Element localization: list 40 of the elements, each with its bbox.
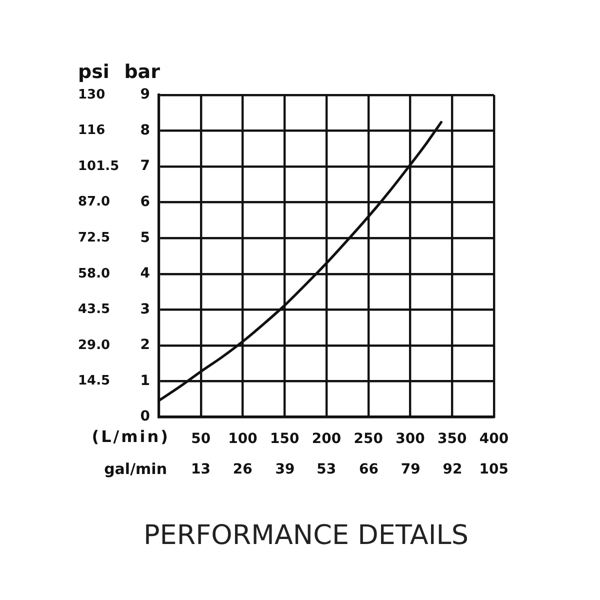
x-tick-label: 400 [479, 431, 509, 448]
y2-tick-label: 72.5 [78, 230, 110, 246]
x2-axis-title: gal/min [104, 460, 167, 478]
x2-tick-label: 79 [400, 462, 420, 478]
x-tick-label: 200 [312, 431, 342, 448]
y-tick-label: 8 [140, 122, 150, 138]
y2-axis-title: psi [78, 60, 110, 83]
x2-tick-label: 66 [359, 462, 378, 478]
y-tick-label: 0 [140, 408, 150, 425]
x-tick-label: 350 [438, 431, 467, 448]
y-axis-title: bar [124, 60, 161, 83]
y2-tick-label: 116 [78, 123, 106, 138]
y-tick-label: 2 [140, 337, 150, 354]
y2-tick-label: 29.0 [78, 338, 110, 353]
y-tick-label: 1 [140, 372, 150, 389]
x2-tick-label: 13 [191, 462, 210, 478]
y-tick-label: 4 [140, 266, 150, 282]
y-tick-label: 3 [140, 301, 150, 318]
x2-tick-label: 92 [442, 462, 462, 478]
x-tick-label: 300 [396, 431, 426, 448]
x2-tick-label: 53 [316, 462, 336, 478]
x-tick-label: 50 [191, 431, 211, 448]
y2-tick-label: 130 [78, 87, 106, 102]
y2-tick-label: 87.0 [78, 194, 110, 210]
x-axis-title: (L/min) [92, 427, 170, 446]
text: PERFORMANCE DETAILS [144, 520, 468, 552]
y-tick-label: 7 [140, 158, 150, 174]
y2-tick-label: 101.5 [78, 158, 120, 174]
y2-tick-label: 43.5 [78, 302, 110, 318]
x-tick-label: 250 [354, 431, 384, 448]
x-tick-label: 150 [270, 431, 300, 448]
y2-tick-label: 14.5 [78, 374, 110, 389]
x2-tick-label: 105 [479, 462, 508, 478]
y2-tick-label: 58.0 [78, 266, 110, 282]
x2-tick-label: 39 [275, 462, 295, 478]
y-tick-label: 9 [140, 86, 150, 103]
y-tick-label: 6 [140, 194, 150, 210]
x2-tick-label: 26 [232, 462, 252, 478]
y-tick-label: 5 [140, 230, 150, 246]
x-tick-label: 100 [228, 431, 258, 448]
